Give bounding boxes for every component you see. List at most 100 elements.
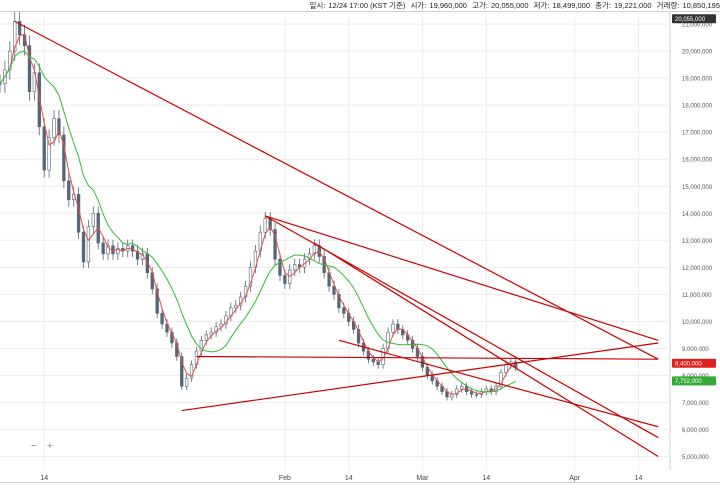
x-tick-label: Feb — [279, 475, 291, 482]
candle-body — [248, 267, 253, 287]
open-label: 시가: — [410, 1, 427, 10]
y-tick-label: 18,000,000 — [682, 104, 713, 110]
price-chart[interactable]: 5,000,0006,000,0007,000,0008,000,0009,00… — [0, 11, 720, 482]
candle-body — [27, 45, 32, 92]
y-tick-label: 15,000,000 — [682, 185, 713, 191]
price-badge — [672, 376, 716, 386]
y-tick-label: 12,000,000 — [682, 266, 713, 272]
candle-body — [214, 326, 218, 333]
x-tick-label: Apr — [569, 475, 581, 482]
y-tick-label: 5,000,000 — [682, 455, 709, 461]
price-badge-label: 7,752,000 — [675, 379, 702, 385]
candle-body — [81, 231, 86, 263]
candle-body — [455, 388, 459, 395]
candle-body — [312, 245, 317, 255]
candle-body — [52, 118, 56, 138]
volume-value: 10,850,195 — [682, 1, 720, 10]
candle-body — [111, 245, 115, 255]
ma-slow-line — [0, 50, 516, 393]
x-tick-label: 14 — [40, 475, 48, 482]
trendline — [265, 215, 659, 341]
candle-body — [42, 126, 46, 171]
trendline — [181, 342, 659, 412]
y-tick-label: 17,000,000 — [682, 131, 713, 137]
candle-body — [160, 312, 164, 325]
y-tick-label: 6,000,000 — [682, 428, 709, 434]
price-badge — [672, 14, 716, 24]
y-tick-label: 20,000,000 — [682, 50, 713, 56]
candle-body — [356, 329, 361, 344]
candle-body — [184, 377, 189, 387]
datetime-value: 12/24 17:00 (KST 기준) — [328, 1, 406, 10]
candle-body — [474, 394, 479, 396]
candle-body — [499, 372, 503, 387]
candle-body — [155, 288, 159, 314]
ohlc-info-bar: 일시: 12/24 17:00 (KST 기준) 시가: 19,960,000 고가… — [0, 0, 720, 11]
candle-body — [17, 21, 22, 36]
low-label: 저가: — [533, 1, 550, 10]
candle-body — [293, 264, 297, 271]
chart-frame[interactable]: 5,000,0006,000,0007,000,0008,000,0009,00… — [0, 11, 720, 483]
candle-body — [189, 364, 194, 379]
candle-body — [337, 294, 341, 309]
close-label: 종가: — [595, 1, 612, 10]
trendline — [314, 242, 659, 457]
candle-body — [391, 323, 395, 333]
datetime-label: 일시: — [309, 1, 326, 10]
candle-body — [101, 242, 105, 255]
candle-body — [0, 83, 2, 85]
candle-body — [86, 226, 91, 263]
close-value: 19,221,000 — [614, 1, 652, 10]
candle-body — [371, 358, 375, 363]
candle-body — [47, 137, 51, 171]
ma-fast-line — [0, 33, 516, 395]
plus-icon: + — [46, 440, 54, 452]
candle-body — [283, 275, 287, 284]
y-tick-label: 19,000,000 — [682, 77, 713, 83]
candle-body — [91, 212, 95, 228]
price-badge — [672, 358, 716, 368]
trendline — [338, 339, 659, 428]
x-tick-label: 14 — [482, 475, 490, 482]
trendline — [196, 355, 659, 360]
high-label: 고가: — [472, 1, 488, 10]
candle-body — [342, 307, 346, 314]
candle-body — [62, 134, 66, 182]
y-tick-label: 10,000,000 — [682, 320, 713, 326]
candle-body — [135, 250, 140, 260]
candle-body — [57, 118, 61, 136]
candle-body — [273, 229, 277, 260]
y-tick-label: 21,000,000 — [682, 23, 713, 29]
x-tick-label: Mar — [416, 475, 429, 482]
y-tick-label: 14,000,000 — [682, 212, 713, 218]
candle-body — [396, 323, 400, 330]
open-value: 19,960,000 — [429, 1, 467, 10]
candle-body — [234, 304, 238, 309]
low-value: 18,499,000 — [552, 1, 591, 10]
y-tick-label: 16,000,000 — [682, 158, 713, 164]
candle-body — [460, 385, 464, 390]
candle-body — [106, 245, 110, 255]
candle-body — [116, 248, 120, 255]
x-tick-label: 14 — [345, 475, 353, 482]
zoom-out-button[interactable]: − — [28, 440, 40, 452]
candle-body — [469, 391, 474, 395]
candle-body — [278, 258, 282, 276]
candle-body — [332, 285, 336, 295]
candle-body — [180, 356, 184, 387]
zoom-in-button[interactable]: + — [44, 440, 56, 452]
y-tick-label: 11,000,000 — [682, 293, 712, 299]
candle-body — [307, 253, 312, 260]
y-tick-label: 13,000,000 — [682, 239, 713, 245]
candle-body — [204, 334, 208, 341]
candle-body — [209, 331, 213, 336]
candle-body — [130, 245, 135, 252]
candle-body — [263, 218, 267, 233]
minus-icon: − — [30, 440, 38, 452]
volume-label: 거래량: — [656, 1, 680, 10]
candle-body — [504, 364, 508, 374]
trendline — [14, 20, 659, 360]
price-badge-label: 20,055,000 — [675, 17, 706, 23]
price-badge-label: 8,400,000 — [675, 362, 702, 368]
candle-body — [219, 323, 223, 328]
